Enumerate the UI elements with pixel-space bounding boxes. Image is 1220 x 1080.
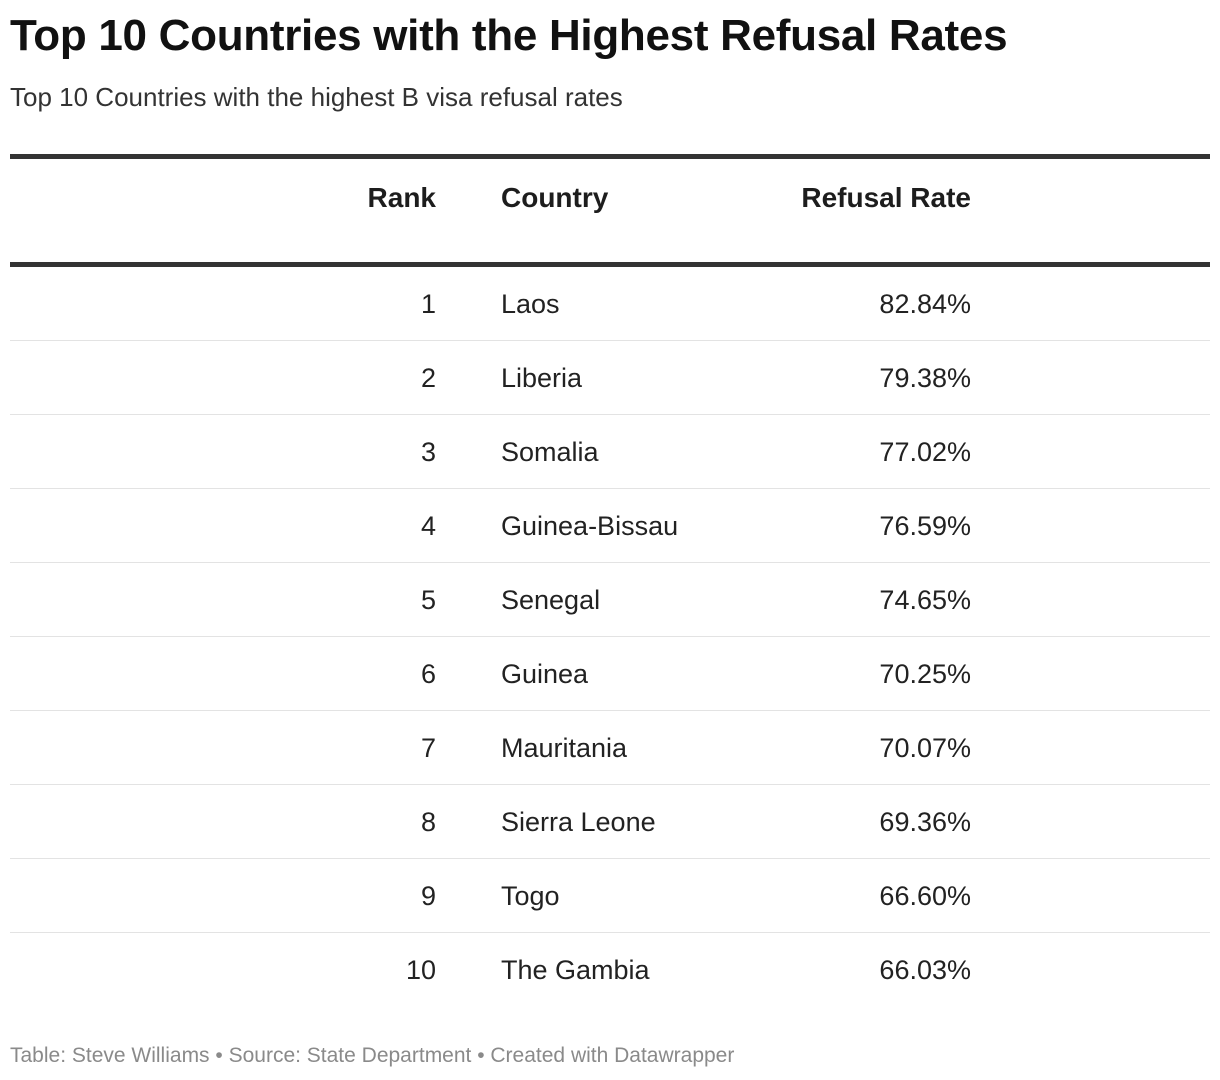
cell-refusal-rate: 77.02% (879, 437, 971, 467)
table-row: 2 Liberia 79.38% (10, 341, 1210, 415)
cell-country: Liberia (501, 363, 583, 393)
chart-subtitle: Top 10 Countries with the highest B visa… (10, 82, 623, 112)
table-body: 1 Laos 82.84% 2 Liberia 79.38% 3 Somalia 77.02% 4… (10, 267, 1210, 1006)
table-row: 5 Senegal 74.65% (10, 563, 1210, 637)
cell-country: Guinea-Bissau (501, 511, 679, 541)
table-row: 4 Guinea-Bissau 76.59% (10, 489, 1210, 563)
cell-refusal-rate: 66.03% (879, 955, 971, 985)
cell-rank: 9 (420, 881, 436, 911)
cell-country: Sierra Leone (501, 807, 656, 837)
cell-rank: 10 (405, 955, 436, 985)
cell-refusal-rate: 79.38% (879, 363, 971, 393)
cell-rank: 3 (420, 437, 436, 467)
cell-country: The Gambia (501, 955, 650, 985)
cell-rank: 7 (420, 733, 436, 763)
cell-rank: 1 (420, 289, 436, 319)
cell-rank: 5 (420, 585, 436, 615)
cell-country: Senegal (501, 585, 601, 615)
cell-country: Guinea (501, 659, 589, 689)
cell-rank: 2 (420, 363, 436, 393)
cell-refusal-rate: 66.60% (879, 881, 971, 911)
table-row: 8 Sierra Leone 69.36% (10, 785, 1210, 859)
cell-rank: 6 (420, 659, 436, 689)
cell-country: Laos (501, 289, 560, 319)
cell-rank: 4 (420, 511, 436, 541)
column-header-country[interactable]: Country (501, 182, 609, 213)
table-row: 7 Mauritania 70.07% (10, 711, 1210, 785)
cell-refusal-rate: 70.25% (879, 659, 971, 689)
table-footer-credits: Table: Steve Williams • Source: State De… (10, 1044, 735, 1067)
cell-refusal-rate: 70.07% (879, 733, 971, 763)
cell-country: Mauritania (501, 733, 628, 763)
table-top-rule (10, 154, 1210, 159)
cell-country: Somalia (501, 437, 599, 467)
table-row: 10 The Gambia 66.03% (10, 933, 1210, 1006)
column-header-rank[interactable]: Rank (367, 182, 436, 213)
cell-country: Togo (501, 881, 560, 911)
table-row: 9 Togo 66.60% (10, 859, 1210, 933)
refusal-rate-table: Rank Country Refusal Rate 1 Laos 82.84% 2 Li… (10, 154, 1210, 1006)
cell-refusal-rate: 76.59% (879, 511, 971, 541)
chart-title: Top 10 Countries with the Highest Refusa… (10, 11, 1008, 60)
cell-refusal-rate: 69.36% (879, 807, 971, 837)
table-header-rule (10, 262, 1210, 267)
table-row: 3 Somalia 77.02% (10, 415, 1210, 489)
table-row: 1 Laos 82.84% (10, 267, 1210, 341)
table-header-row: Rank Country Refusal Rate (10, 159, 1210, 262)
table-row: 6 Guinea 70.25% (10, 637, 1210, 711)
column-header-refusal-rate[interactable]: Refusal Rate (801, 182, 971, 213)
cell-refusal-rate: 74.65% (879, 585, 971, 615)
cell-refusal-rate: 82.84% (879, 289, 971, 319)
cell-rank: 8 (420, 807, 436, 837)
